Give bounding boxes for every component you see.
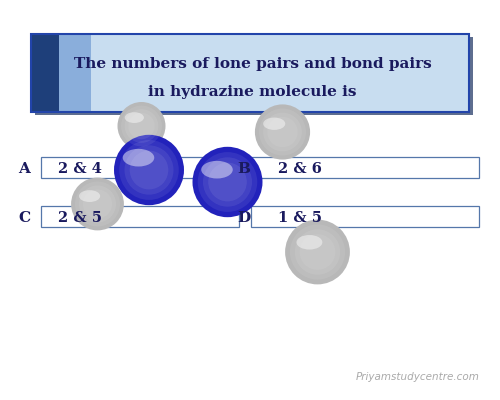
Ellipse shape: [124, 109, 158, 143]
FancyBboxPatch shape: [41, 206, 238, 227]
Ellipse shape: [208, 163, 247, 201]
Text: Priyamstudycentre.com: Priyamstudycentre.com: [356, 372, 480, 382]
Ellipse shape: [201, 161, 233, 178]
Text: in hydrazine molecule is: in hydrazine molecule is: [148, 85, 357, 99]
Text: D: D: [238, 211, 250, 225]
Text: 2 & 4: 2 & 4: [58, 162, 102, 176]
Text: B: B: [238, 162, 250, 176]
Text: 2 & 6: 2 & 6: [278, 162, 322, 176]
Ellipse shape: [259, 108, 306, 156]
FancyBboxPatch shape: [35, 37, 473, 115]
Ellipse shape: [114, 135, 184, 205]
Ellipse shape: [118, 102, 166, 150]
Text: The numbers of lone pairs and bond pairs: The numbers of lone pairs and bond pairs: [74, 57, 432, 71]
Ellipse shape: [263, 118, 285, 130]
Ellipse shape: [79, 186, 116, 222]
Ellipse shape: [268, 117, 298, 147]
Ellipse shape: [122, 149, 154, 166]
Ellipse shape: [300, 234, 336, 270]
Ellipse shape: [79, 190, 100, 202]
Ellipse shape: [203, 157, 252, 207]
Text: 2 & 5: 2 & 5: [58, 211, 102, 225]
Ellipse shape: [120, 140, 179, 200]
FancyBboxPatch shape: [41, 157, 238, 178]
FancyBboxPatch shape: [251, 157, 478, 178]
Ellipse shape: [285, 220, 350, 284]
Ellipse shape: [75, 182, 120, 226]
Text: A: A: [18, 162, 30, 176]
FancyBboxPatch shape: [251, 206, 478, 227]
Ellipse shape: [130, 151, 168, 189]
Text: 1 & 5: 1 & 5: [278, 211, 322, 225]
Ellipse shape: [296, 235, 322, 250]
Ellipse shape: [192, 147, 262, 217]
Ellipse shape: [124, 112, 144, 123]
Ellipse shape: [263, 113, 302, 151]
Ellipse shape: [295, 229, 340, 275]
FancyBboxPatch shape: [31, 34, 469, 112]
Ellipse shape: [255, 104, 310, 160]
FancyBboxPatch shape: [31, 34, 58, 112]
Text: C: C: [18, 211, 30, 225]
Ellipse shape: [130, 133, 152, 150]
Ellipse shape: [198, 152, 257, 212]
Ellipse shape: [121, 106, 162, 146]
Ellipse shape: [71, 178, 124, 230]
Ellipse shape: [290, 224, 345, 280]
Ellipse shape: [83, 190, 112, 218]
Ellipse shape: [128, 113, 154, 139]
FancyBboxPatch shape: [91, 34, 469, 112]
Ellipse shape: [124, 145, 174, 195]
